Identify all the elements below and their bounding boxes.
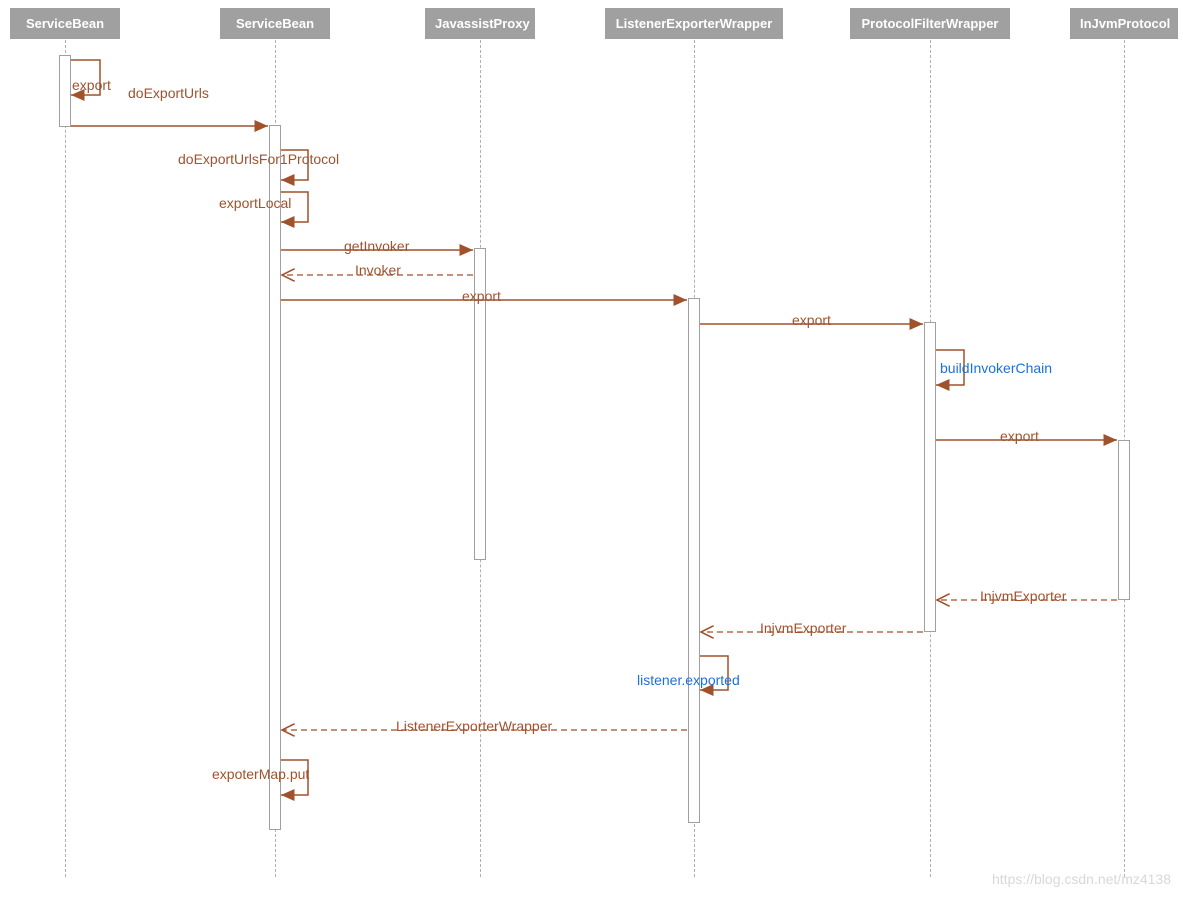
participant-label: ServiceBean xyxy=(26,16,104,31)
participant-head: ProtocolFilterWrapper xyxy=(850,8,1010,39)
watermark-text: https://blog.csdn.net/mz4138 xyxy=(992,871,1171,887)
lifeline xyxy=(65,40,66,877)
activation-bar xyxy=(924,322,936,632)
participant-head: JavassistProxy xyxy=(425,8,535,39)
activation-bar xyxy=(688,298,700,823)
participant-label: InJvmProtocol xyxy=(1080,16,1170,31)
message-label: doExportUrlsFor1Protocol xyxy=(178,151,339,167)
message-label: export xyxy=(72,77,111,93)
message-label: buildInvokerChain xyxy=(940,360,1052,376)
participant-label: ProtocolFilterWrapper xyxy=(861,16,998,31)
participant-head: ServiceBean xyxy=(220,8,330,39)
participant-label: JavassistProxy xyxy=(435,16,530,31)
message-label: listener.exported xyxy=(637,672,740,688)
message-label: export xyxy=(1000,428,1039,444)
participant-head: ServiceBean xyxy=(10,8,120,39)
message-label: InjvmExporter xyxy=(760,620,846,636)
activation-bar xyxy=(1118,440,1130,600)
participant-head: InJvmProtocol xyxy=(1070,8,1178,39)
message-label: Invoker xyxy=(355,262,401,278)
activation-bar xyxy=(59,55,71,127)
message-label: export xyxy=(792,312,831,328)
message-label: export xyxy=(462,288,501,304)
message-label: InjvmExporter xyxy=(980,588,1066,604)
message-label: exportLocal xyxy=(219,195,291,211)
activation-bar xyxy=(269,125,281,830)
message-label: getInvoker xyxy=(344,238,409,254)
participant-label: ListenerExporterWrapper xyxy=(616,16,773,31)
sequence-arrows xyxy=(0,0,1183,897)
participant-label: ServiceBean xyxy=(236,16,314,31)
participant-head: ListenerExporterWrapper xyxy=(605,8,783,39)
message-label: expoterMap.put xyxy=(212,766,309,782)
message-label: doExportUrls xyxy=(128,85,209,101)
message-label: ListenerExporterWrapper xyxy=(396,718,552,734)
